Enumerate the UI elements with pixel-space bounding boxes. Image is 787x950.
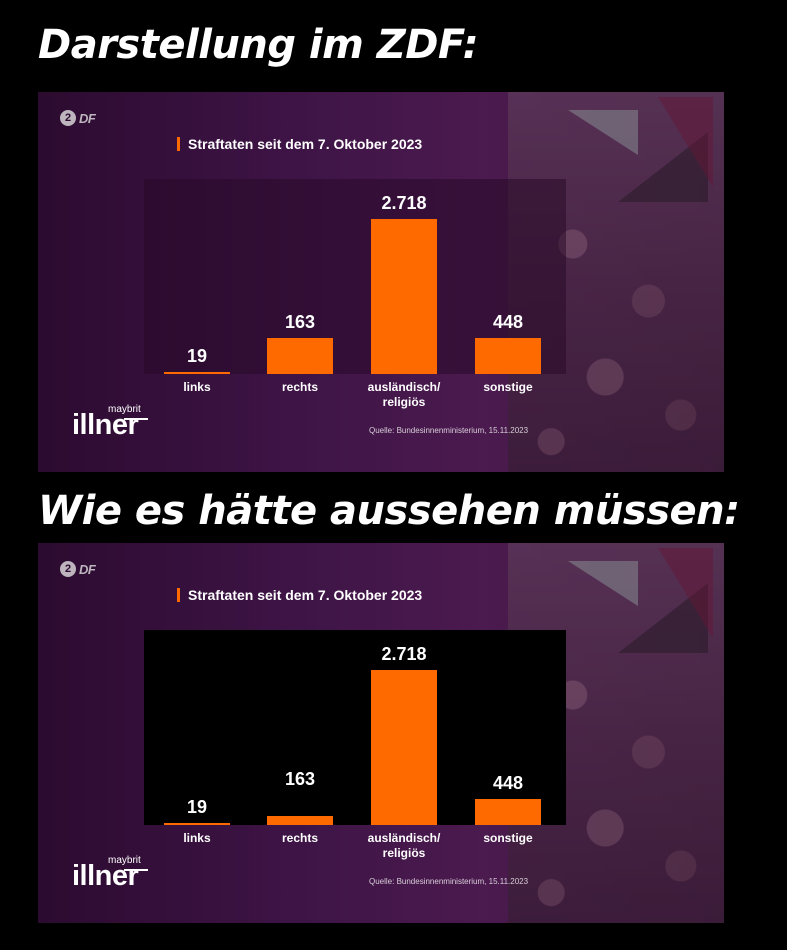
- zdf-logo-text: DF: [79, 561, 96, 577]
- bar-value-label: 448: [492, 312, 524, 332]
- bar-value-label: 2.718: [381, 193, 427, 213]
- illner-logo-small: maybrit: [108, 404, 141, 415]
- illner-logo-big: illner: [72, 860, 139, 892]
- source-label: Quelle: Bundesinnenministerium, 15.11.20…: [369, 426, 529, 435]
- bar: [371, 219, 437, 374]
- category-label: rechts: [281, 831, 319, 845]
- bar-value-label: 448: [492, 773, 524, 793]
- bar-value-label: 2.718: [381, 644, 427, 664]
- plot-area: [144, 630, 566, 825]
- title-accent-bar: [177, 137, 180, 151]
- zdf-logo-circle: 2: [60, 561, 76, 577]
- category-label: ausländisch/ religiös: [367, 380, 441, 409]
- bar: [164, 372, 230, 374]
- flag-shape: [658, 548, 713, 638]
- title-accent-bar: [177, 588, 180, 602]
- bar: [164, 823, 230, 825]
- bar: [371, 670, 437, 825]
- source-label: Quelle: Bundesinnenministerium, 15.11.20…: [369, 877, 529, 886]
- bar: [267, 816, 333, 825]
- chart-panel-corrected: 2 DF Straftaten seit dem 7. Oktober 2023…: [38, 543, 724, 923]
- category-label: sonstige: [483, 380, 533, 394]
- category-label: links: [183, 380, 211, 394]
- illner-logo-bar: [124, 869, 148, 871]
- flag-shape: [658, 97, 713, 187]
- illner-logo-big: illner: [72, 409, 139, 441]
- category-label: rechts: [281, 380, 319, 394]
- zdf-logo: 2 DF: [60, 561, 96, 577]
- zdf-logo: 2 DF: [60, 110, 96, 126]
- chart-title: Straftaten seit dem 7. Oktober 2023: [177, 587, 422, 603]
- chart-title-text: Straftaten seit dem 7. Oktober 2023: [188, 136, 423, 152]
- heading-correct-version: Wie es hätte aussehen müssen:: [38, 488, 740, 534]
- heading-zdf-version: Darstellung im ZDF:: [38, 22, 479, 68]
- chart-title: Straftaten seit dem 7. Oktober 2023: [177, 136, 422, 152]
- bar: [475, 338, 541, 374]
- category-label: ausländisch/ religiös: [367, 831, 441, 860]
- bar-value-label: 163: [284, 769, 316, 789]
- bar: [267, 338, 333, 374]
- bar-value-label: 163: [284, 312, 316, 332]
- category-label: sonstige: [483, 831, 533, 845]
- chart-panel-zdf: 2 DF Straftaten seit dem 7. Oktober 2023…: [38, 92, 724, 472]
- bar-value-label: 19: [186, 797, 208, 817]
- bar-value-label: 19: [186, 346, 208, 366]
- chart-title-text: Straftaten seit dem 7. Oktober 2023: [188, 587, 423, 603]
- zdf-logo-text: DF: [79, 110, 96, 126]
- illner-logo-small: maybrit: [108, 855, 141, 866]
- zdf-logo-circle: 2: [60, 110, 76, 126]
- flag-shape: [618, 583, 708, 653]
- flag-shape: [618, 132, 708, 202]
- bar: [475, 799, 541, 825]
- illner-logo-bar: [124, 418, 148, 420]
- category-label: links: [183, 831, 211, 845]
